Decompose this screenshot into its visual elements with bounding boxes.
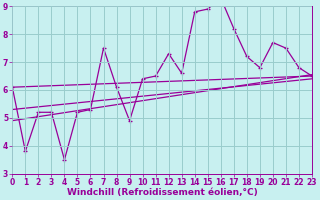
- X-axis label: Windchill (Refroidissement éolien,°C): Windchill (Refroidissement éolien,°C): [67, 188, 258, 197]
